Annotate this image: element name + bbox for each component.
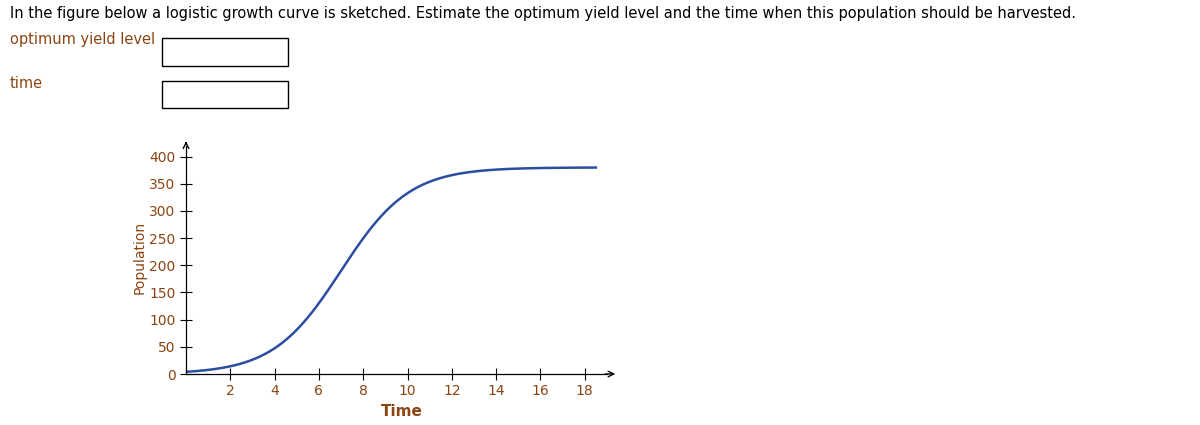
Text: In the figure below a logistic growth curve is sketched. Estimate the optimum yi: In the figure below a logistic growth cu… <box>10 6 1075 21</box>
Y-axis label: Population: Population <box>132 221 146 294</box>
Text: time: time <box>10 76 43 91</box>
X-axis label: Time: Time <box>382 404 422 419</box>
Text: optimum yield level: optimum yield level <box>10 32 155 47</box>
